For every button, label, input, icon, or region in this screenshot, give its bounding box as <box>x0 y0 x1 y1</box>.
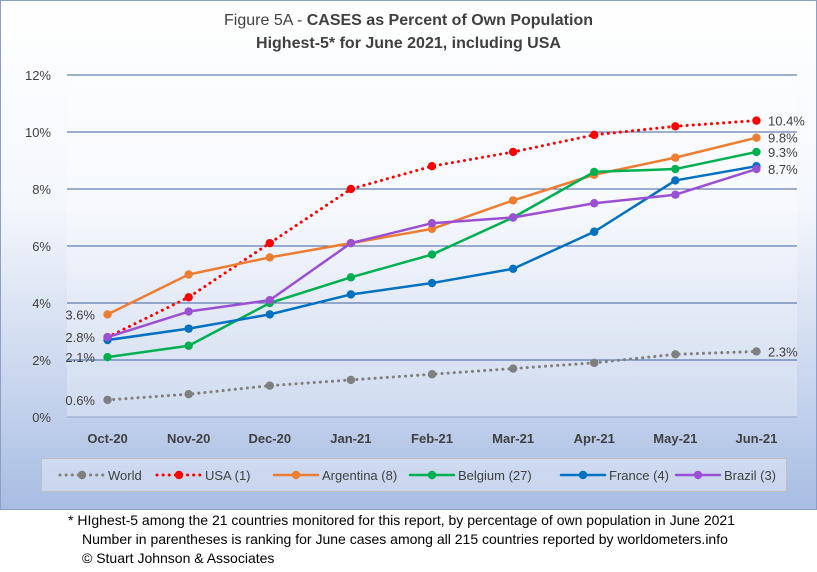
data-point-argentina <box>508 196 518 205</box>
x-tick-label: Feb-21 <box>411 431 453 446</box>
data-point-brazil <box>265 295 274 305</box>
legend-label-usa: USA (1) <box>205 468 251 483</box>
data-point-usa <box>508 147 518 157</box>
data-point-usa <box>184 293 193 302</box>
chart-frame <box>0 0 817 510</box>
data-point-world <box>184 390 193 399</box>
data-point-argentina <box>103 310 112 319</box>
data-point-france <box>184 324 193 333</box>
data-point-france <box>671 176 680 185</box>
data-point-brazil <box>508 213 518 222</box>
data-point-usa <box>265 238 274 248</box>
data-point-world <box>671 350 680 359</box>
data-label-end: 2.3% <box>768 344 798 359</box>
data-point-belgium <box>184 341 193 350</box>
data-point-france <box>590 227 599 236</box>
x-tick-label: Jun-21 <box>735 431 777 446</box>
data-point-argentina <box>265 253 274 262</box>
x-tick-label: May-21 <box>653 431 697 446</box>
data-label-start: 2.8% <box>65 330 95 345</box>
data-point-brazil <box>752 164 761 174</box>
data-point-world <box>508 364 518 373</box>
legend-marker-belgium <box>427 470 437 480</box>
data-point-world <box>103 395 112 405</box>
data-point-world <box>346 375 356 385</box>
legend-label-world: World <box>108 468 142 483</box>
data-point-world <box>265 381 274 390</box>
data-point-argentina <box>184 270 193 279</box>
series-line-usa <box>106 119 758 339</box>
legend-label-belgium: Belgium (27) <box>458 468 532 483</box>
data-label-start: 2.1% <box>65 350 95 365</box>
legend-marker-world <box>77 470 87 480</box>
data-label-end: 9.3% <box>768 145 798 160</box>
data-point-usa <box>752 116 761 125</box>
data-point-usa <box>427 162 437 171</box>
data-point-france <box>427 278 437 288</box>
data-point-france <box>346 290 356 299</box>
chart-subtitle: Highest-5* for June 2021, including USA <box>256 35 561 52</box>
data-point-belgium <box>752 147 761 157</box>
x-tick-label: Dec-20 <box>248 431 291 446</box>
data-point-brazil <box>346 238 356 248</box>
x-tick-label: Oct-20 <box>87 431 127 446</box>
line-chart: 0% 2% 4% 6% 8% 10% 12% Oct-20 Nov-20 Dec-20 Jan-21… <box>25 68 805 446</box>
data-label-end: 8.7% <box>768 162 798 177</box>
y-tick-label: 4% <box>32 296 51 311</box>
x-tick-label: Mar-21 <box>492 431 534 446</box>
data-point-brazil <box>427 219 437 228</box>
y-tick-label: 2% <box>32 353 51 368</box>
data-point-brazil <box>103 333 112 342</box>
data-point-usa <box>346 184 356 194</box>
x-tick-label: Apr-21 <box>574 431 615 446</box>
data-point-world <box>590 358 599 368</box>
legend-label-brazil: Brazil (3) <box>724 468 776 483</box>
footnote-3: © Stuart Johnson & Associates <box>82 550 275 566</box>
y-tick-label: 10% <box>25 125 51 140</box>
data-point-belgium <box>427 250 437 259</box>
chart-title-prefix: Figure 5A - <box>224 12 307 29</box>
legend-marker-argentina <box>291 470 301 480</box>
data-point-brazil <box>184 307 193 316</box>
data-point-brazil <box>671 190 680 199</box>
legend: World USA (1) Argentina (8) Belgium (27) Fra… <box>41 458 787 492</box>
data-point-world <box>427 370 437 379</box>
legend-marker-usa <box>174 470 184 480</box>
x-tick-label: Nov-20 <box>167 431 210 446</box>
y-tick-label: 0% <box>32 410 51 425</box>
y-tick-label: 6% <box>32 239 51 254</box>
chart-title: Figure 5A - CASES as Percent of Own Popu… <box>0 12 817 30</box>
data-label-end: 10.4% <box>768 114 805 129</box>
chart-title-main: CASES as Percent of Own Population <box>306 12 593 29</box>
data-label-start: 3.6% <box>65 307 95 322</box>
data-point-france <box>508 264 518 273</box>
x-tick-label: Jan-21 <box>330 431 371 446</box>
data-point-brazil <box>590 199 599 208</box>
data-point-belgium <box>103 352 112 362</box>
legend-label-france: France (4) <box>609 468 669 483</box>
y-tick-label: 12% <box>25 68 51 83</box>
data-point-argentina <box>671 153 680 162</box>
data-point-belgium <box>346 273 356 282</box>
legend-items: World USA (1) Argentina (8) Belgium (27) Fra… <box>58 468 776 483</box>
data-point-usa <box>671 122 680 131</box>
data-point-belgium <box>590 167 599 177</box>
footnote-2: Number in parentheses is ranking for Jun… <box>82 531 728 547</box>
data-point-france <box>265 310 274 319</box>
data-point-argentina <box>752 133 761 142</box>
legend-label-argentina: Argentina (8) <box>322 468 397 483</box>
footnote-1: * HIghest-5 among the 21 countries monit… <box>68 512 735 528</box>
data-point-world <box>752 347 761 356</box>
legend-marker-france <box>578 470 588 480</box>
y-tick-label: 8% <box>32 182 51 197</box>
data-point-belgium <box>671 164 680 174</box>
data-point-usa <box>590 130 599 140</box>
data-label-start: 0.6% <box>65 393 95 408</box>
series-line-world <box>106 349 758 402</box>
legend-marker-brazil <box>693 470 703 480</box>
data-label-end: 9.8% <box>768 131 798 146</box>
